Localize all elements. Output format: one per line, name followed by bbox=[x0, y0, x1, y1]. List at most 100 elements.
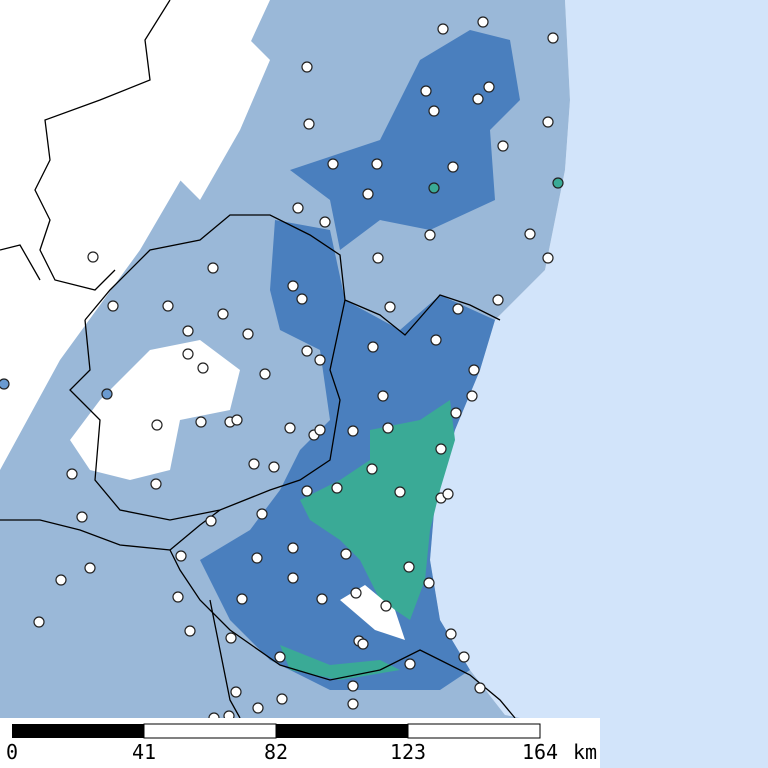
border bbox=[84, 214, 501, 336]
station bbox=[442, 488, 454, 500]
station bbox=[195, 416, 207, 428]
station bbox=[445, 628, 457, 640]
station bbox=[547, 32, 559, 44]
scale-segment bbox=[276, 724, 408, 738]
station bbox=[447, 161, 459, 173]
border bbox=[0, 244, 41, 281]
station bbox=[292, 202, 304, 214]
scale-label: 123 bbox=[390, 740, 426, 764]
station bbox=[382, 422, 394, 434]
station bbox=[251, 552, 263, 564]
station bbox=[242, 328, 254, 340]
station bbox=[182, 325, 194, 337]
border bbox=[0, 519, 516, 719]
scale-segment bbox=[143, 723, 277, 739]
station bbox=[301, 345, 313, 357]
station bbox=[172, 591, 184, 603]
station bbox=[314, 424, 326, 436]
station bbox=[301, 485, 313, 497]
scale-label: 164 bbox=[522, 740, 558, 764]
station bbox=[319, 216, 331, 228]
station bbox=[474, 682, 486, 694]
station bbox=[276, 693, 288, 705]
station bbox=[404, 658, 416, 670]
border bbox=[69, 299, 346, 521]
station bbox=[252, 702, 264, 714]
station bbox=[197, 362, 209, 374]
scale-unit: km bbox=[573, 740, 597, 764]
station bbox=[428, 105, 440, 117]
station bbox=[468, 364, 480, 376]
station bbox=[268, 461, 280, 473]
station bbox=[477, 16, 489, 28]
scale-segment bbox=[407, 723, 541, 739]
station bbox=[33, 616, 45, 628]
station bbox=[256, 508, 268, 520]
station bbox=[366, 463, 378, 475]
station bbox=[296, 293, 308, 305]
station bbox=[287, 542, 299, 554]
station bbox=[466, 390, 478, 402]
station bbox=[357, 638, 369, 650]
station bbox=[552, 177, 564, 189]
station bbox=[377, 390, 389, 402]
station bbox=[207, 262, 219, 274]
station bbox=[274, 651, 286, 663]
station bbox=[231, 414, 243, 426]
station bbox=[350, 587, 362, 599]
station bbox=[380, 600, 392, 612]
stations bbox=[0, 16, 564, 724]
station bbox=[55, 574, 67, 586]
station bbox=[301, 61, 313, 73]
station bbox=[0, 378, 10, 390]
station bbox=[424, 229, 436, 241]
lake bbox=[340, 585, 405, 640]
station bbox=[524, 228, 536, 240]
station bbox=[347, 698, 359, 710]
station bbox=[175, 550, 187, 562]
border bbox=[34, 0, 171, 291]
border bbox=[209, 599, 241, 719]
station bbox=[230, 686, 242, 698]
station bbox=[303, 118, 315, 130]
station bbox=[84, 562, 96, 574]
station bbox=[384, 301, 396, 313]
station bbox=[162, 300, 174, 312]
station bbox=[492, 294, 504, 306]
station bbox=[483, 81, 495, 93]
station bbox=[472, 93, 484, 105]
station bbox=[435, 443, 447, 455]
station bbox=[107, 300, 119, 312]
scale-label: 0 bbox=[6, 740, 18, 764]
station bbox=[423, 577, 435, 589]
station bbox=[340, 548, 352, 560]
station bbox=[287, 572, 299, 584]
station bbox=[284, 422, 296, 434]
station bbox=[259, 368, 271, 380]
station bbox=[236, 593, 248, 605]
station bbox=[450, 407, 462, 419]
station bbox=[150, 478, 162, 490]
station bbox=[458, 651, 470, 663]
station bbox=[394, 486, 406, 498]
station bbox=[452, 303, 464, 315]
station bbox=[76, 511, 88, 523]
border bbox=[169, 509, 221, 551]
station bbox=[314, 354, 326, 366]
station bbox=[403, 561, 415, 573]
station bbox=[184, 625, 196, 637]
station bbox=[316, 593, 328, 605]
station bbox=[428, 182, 440, 194]
station bbox=[66, 468, 78, 480]
station bbox=[287, 280, 299, 292]
station bbox=[372, 252, 384, 264]
station bbox=[371, 158, 383, 170]
station bbox=[331, 482, 343, 494]
station bbox=[182, 348, 194, 360]
station bbox=[151, 419, 163, 431]
station bbox=[327, 158, 339, 170]
coverage-dark bbox=[290, 30, 520, 250]
coverage-high bbox=[280, 645, 400, 680]
station bbox=[362, 188, 374, 200]
